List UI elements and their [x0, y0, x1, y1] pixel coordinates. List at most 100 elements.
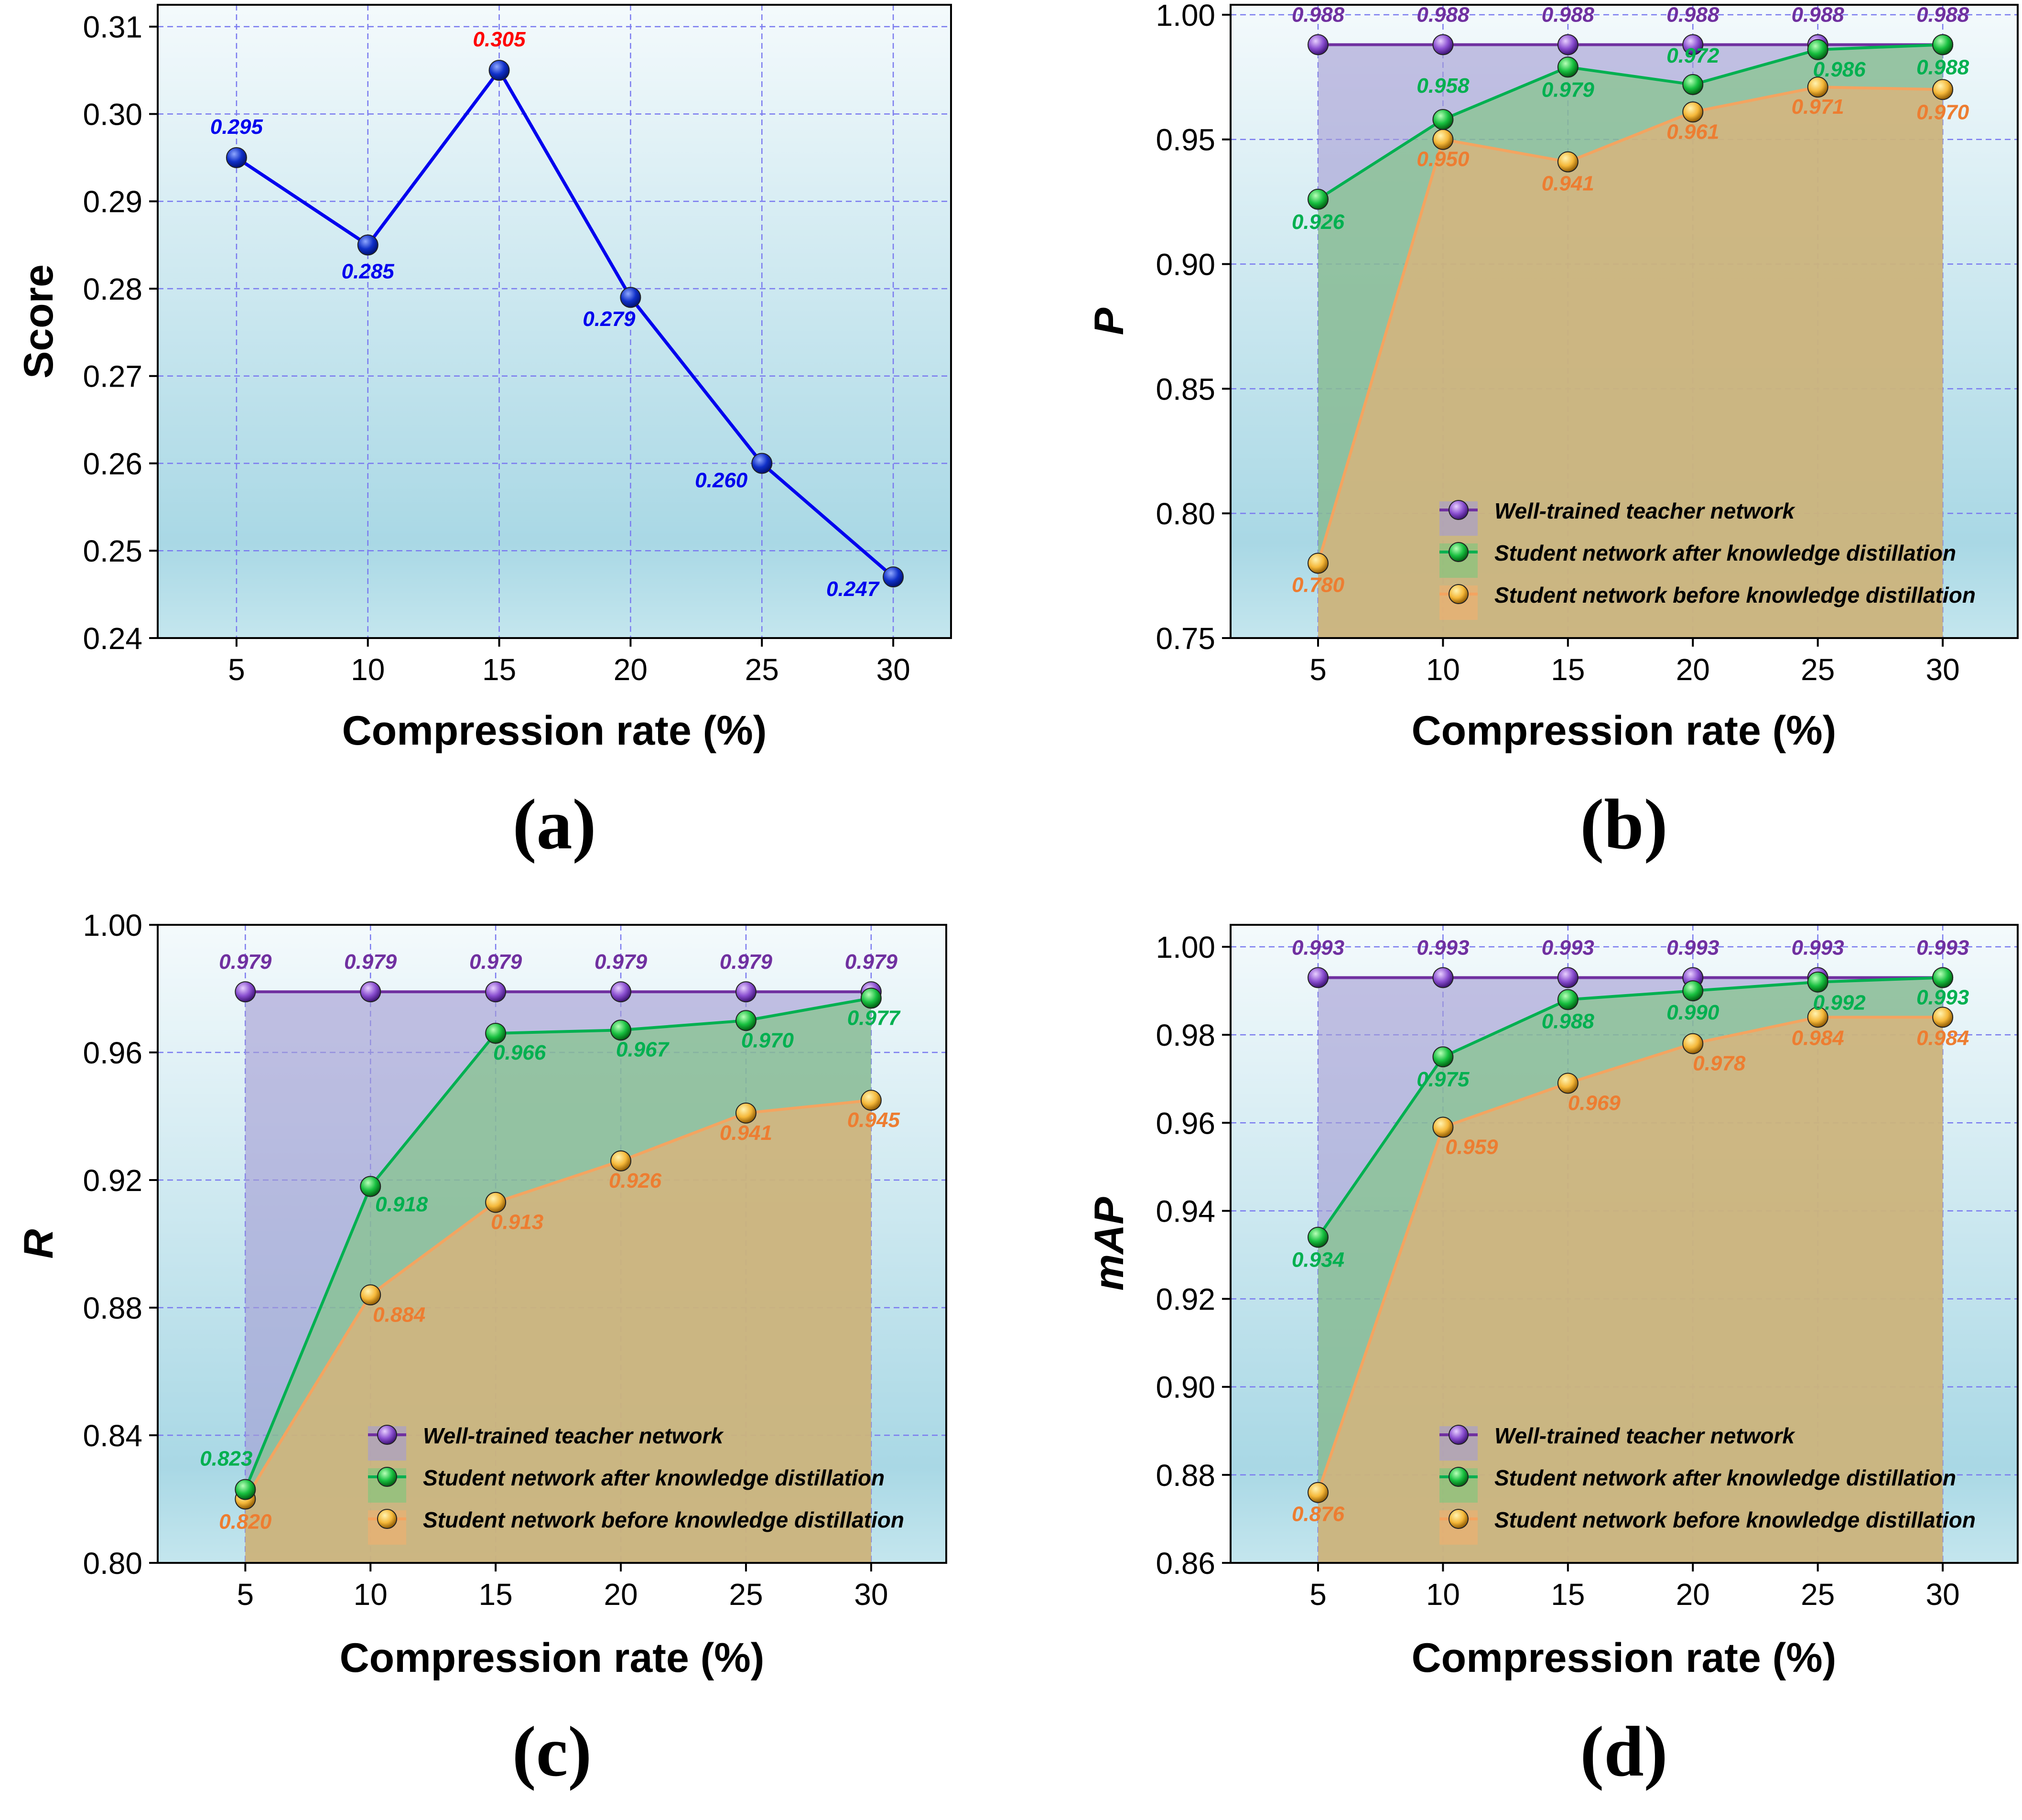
data-label-after: 0.958 — [1416, 74, 1470, 98]
data-point-after — [860, 987, 882, 1009]
x-tick-label: 20 — [604, 1577, 638, 1612]
y-tick-label: 0.96 — [83, 1036, 142, 1070]
x-tick-label: 15 — [1551, 652, 1585, 687]
y-tick-label: 0.84 — [83, 1419, 142, 1453]
data-point-after — [235, 1479, 256, 1500]
data-label-before: 0.876 — [1292, 1503, 1345, 1526]
data-point-after — [1557, 56, 1579, 78]
data-label-after: 0.823 — [200, 1447, 252, 1470]
panel-label: (c) — [512, 1712, 592, 1791]
data-label-teacher: 0.979 — [469, 950, 522, 974]
data-label-score: 0.295 — [210, 115, 263, 139]
data-point-after — [735, 1010, 757, 1031]
x-tick-label: 20 — [1676, 652, 1710, 687]
data-label-before: 0.884 — [373, 1303, 425, 1326]
data-label-teacher: 0.993 — [1542, 936, 1594, 959]
data-point-teacher — [1682, 34, 1704, 55]
data-label-before: 0.780 — [1292, 574, 1345, 597]
y-tick-label: 0.80 — [83, 1546, 142, 1581]
data-label-teacher: 0.993 — [1916, 936, 1969, 959]
data-point-teacher — [235, 981, 256, 1003]
data-label-teacher: 0.979 — [845, 950, 898, 974]
y-tick-label: 1.00 — [1156, 0, 1215, 32]
chart-panel-a: 0.295 0.285 0.305 0.279 0.260 0.247 5 10 15 20 25 3… — [16, 4, 952, 864]
data-label-after: 0.967 — [616, 1038, 670, 1061]
data-point-before — [1557, 1072, 1579, 1094]
data-point-before — [1807, 76, 1828, 98]
x-axis-title: Compression rate (%) — [342, 708, 767, 754]
legend-marker-after — [1449, 542, 1469, 562]
data-point-before — [1308, 1482, 1329, 1503]
y-tick-label: 0.92 — [83, 1163, 142, 1198]
data-label-teacher: 0.993 — [1792, 936, 1844, 959]
data-label-teacher: 0.993 — [1416, 936, 1469, 959]
legend-label-before: Student network before knowledge distill… — [1494, 1507, 1976, 1532]
data-label-teacher: 0.988 — [1416, 3, 1470, 26]
data-point-before — [860, 1090, 882, 1111]
legend: Well-trained teacher network Student netw… — [368, 1423, 904, 1545]
legend: Well-trained teacher network Student netw… — [1439, 498, 1976, 620]
data-point-after — [1807, 39, 1828, 60]
data-point-before — [1432, 1116, 1454, 1138]
legend-marker-before — [377, 1509, 397, 1529]
data-point-before — [485, 1192, 507, 1213]
data-label-teacher: 0.993 — [1292, 936, 1344, 959]
data-label-after: 0.988 — [1542, 1010, 1595, 1033]
data-point-score — [883, 566, 904, 588]
x-tick-label: 10 — [1426, 1577, 1460, 1612]
y-tick-label: 0.26 — [83, 446, 142, 481]
y-tick-label: 0.80 — [1156, 497, 1215, 531]
data-point-after — [610, 1019, 632, 1041]
data-point-before — [1932, 1007, 1954, 1028]
plot-frame — [157, 4, 952, 639]
y-tick-label: 0.98 — [1156, 1018, 1215, 1052]
data-label-teacher: 0.979 — [720, 950, 773, 974]
data-point-before — [1682, 101, 1704, 123]
legend-marker-before — [1449, 584, 1469, 604]
data-label-after: 0.975 — [1416, 1068, 1470, 1091]
x-tick-label: 30 — [1926, 1577, 1960, 1612]
y-tick-label: 0.24 — [83, 621, 142, 656]
data-label-before: 0.984 — [1916, 1026, 1969, 1050]
y-tick-label: 0.25 — [83, 534, 142, 568]
x-tick-label: 25 — [729, 1577, 763, 1612]
area-before — [1318, 87, 1943, 639]
data-label-after: 0.970 — [741, 1029, 794, 1052]
legend-label-teacher: Well-trained teacher network — [1494, 1423, 1795, 1448]
legend-marker-after — [377, 1467, 397, 1487]
data-label-before: 0.984 — [1792, 1026, 1844, 1050]
y-tick-label: 0.88 — [83, 1291, 142, 1325]
data-point-teacher — [1432, 34, 1454, 55]
data-point-teacher — [1557, 34, 1579, 55]
y-tick-label: 1.00 — [83, 908, 142, 942]
y-axis-title: Score — [16, 264, 62, 379]
series-line-score — [235, 68, 895, 578]
series-line-before — [244, 1099, 872, 1500]
data-label-teacher: 0.988 — [1916, 3, 1969, 26]
plot-frame — [157, 924, 947, 1564]
data-label-teacher: 0.979 — [344, 950, 397, 974]
data-label-score: 0.260 — [695, 468, 748, 492]
data-point-before — [735, 1102, 757, 1124]
x-tick-label: 30 — [1926, 652, 1960, 687]
y-axis-title: R — [16, 1229, 62, 1258]
legend-label-after: Student network after knowledge distilla… — [1494, 1465, 1956, 1490]
data-label-after: 0.972 — [1666, 44, 1719, 67]
y-tick-label: 0.95 — [1156, 123, 1215, 157]
data-label-score: 0.305 — [473, 28, 526, 51]
series-line-after — [1317, 43, 1943, 201]
data-label-after: 0.988 — [1916, 55, 1969, 79]
data-point-after — [360, 1176, 381, 1197]
y-tick-label: 0.94 — [1156, 1194, 1215, 1228]
chart-panel-d: 0.993 0.993 0.993 0.993 0.993 0.993 0.876 0.959… — [1086, 924, 2019, 1791]
y-tick-label: 0.30 — [83, 97, 142, 131]
x-tick-label: 15 — [1551, 1577, 1585, 1612]
data-point-score — [488, 60, 510, 81]
y-tick-label: 0.90 — [1156, 1370, 1215, 1405]
data-label-before: 0.969 — [1568, 1091, 1621, 1115]
y-tick-label: 1.00 — [1156, 930, 1215, 964]
data-label-score: 0.279 — [583, 307, 636, 331]
data-label-teacher: 0.988 — [1666, 3, 1719, 26]
data-point-after — [1432, 108, 1454, 130]
